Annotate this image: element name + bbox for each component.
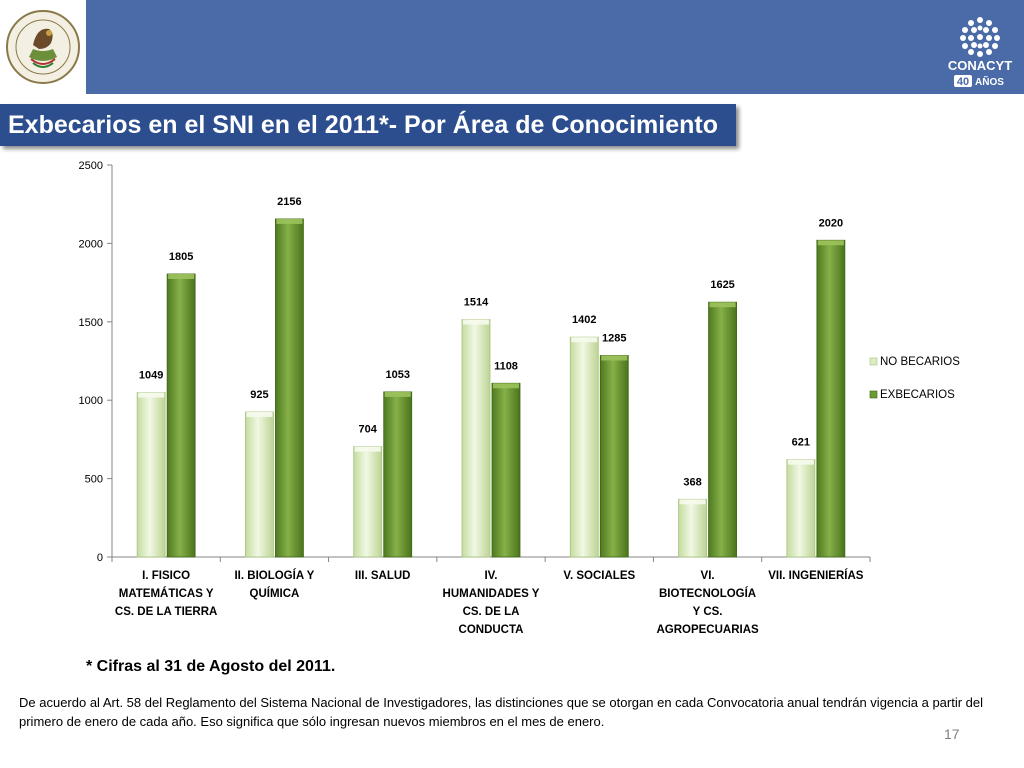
bar-top-cap	[168, 273, 195, 279]
bar-top-cap	[276, 218, 303, 224]
x-tick-label: II. BIOLOGÍA Y QUÍMICA	[234, 569, 314, 600]
bar	[353, 446, 383, 558]
bar-top-cap	[354, 446, 381, 452]
y-tick-label: 500	[85, 474, 103, 486]
page-number: 17	[944, 726, 960, 742]
data-label: 1049	[139, 370, 163, 382]
data-label: 368	[683, 476, 701, 488]
x-tick-label: I. FISICO MATEMÁTICAS Y CS. DE LA TIERRA	[115, 570, 217, 618]
bar	[708, 301, 737, 558]
data-label: 704	[359, 424, 378, 436]
bar	[461, 319, 491, 558]
x-tick-label: VII. INGENIERÍAS	[768, 569, 864, 582]
x-tick-label: VI. BIOTECNOLOGÍA Y CS. AGROPECUARIAS	[656, 570, 759, 636]
bar-top-cap	[601, 355, 628, 361]
data-label: 1625	[710, 279, 734, 291]
bar	[678, 498, 707, 558]
y-tick-label: 0	[97, 552, 103, 564]
x-tick-label: III. SALUD	[355, 570, 411, 582]
bar-top-cap	[384, 391, 411, 397]
y-tick-label: 1500	[79, 317, 103, 329]
conacyt-logo-icon: CONACYT 40 AÑOS	[948, 17, 1012, 88]
data-label: 1805	[169, 251, 193, 263]
title-banner: Exbecarios en el SNI en el 2011*- Por Ár…	[0, 104, 736, 146]
bar	[599, 355, 629, 558]
data-label: 1108	[494, 360, 518, 372]
bar	[569, 336, 599, 558]
page-title: Exbecarios en el SNI en el 2011*- Por Ár…	[8, 111, 718, 139]
bar-top-cap	[571, 337, 598, 343]
y-tick-label: 2500	[79, 160, 103, 172]
bar-top-cap	[817, 240, 844, 246]
bar-top-cap	[787, 459, 814, 465]
x-tick-label: IV. HUMANIDADES Y CS. DE LA CONDUCTA	[443, 570, 540, 636]
bar-top-cap	[463, 319, 489, 325]
logo-anniversary-number: 40	[957, 76, 969, 88]
bar-top-cap	[679, 499, 706, 505]
data-label: 621	[792, 437, 810, 449]
bar	[491, 382, 521, 558]
bar	[136, 392, 166, 558]
bar	[275, 218, 304, 558]
bar	[166, 273, 196, 558]
bar-top-cap	[246, 411, 273, 417]
legend-swatch	[869, 357, 878, 366]
bar	[786, 459, 816, 558]
data-label: 1053	[385, 369, 409, 381]
bar	[383, 391, 413, 558]
logo-anniversary-word: AÑOS	[975, 75, 1004, 88]
bar-chart: 0 500 1000 1500 2000 2500 I. FISICO MATEMÁTICA…	[79, 160, 961, 636]
legend-swatch	[869, 390, 878, 399]
data-label: 1402	[572, 314, 596, 326]
seal-panel	[0, 0, 86, 94]
legend-label: NO BECARIOS	[880, 356, 960, 368]
data-label: 2156	[277, 196, 301, 208]
bar-top-cap	[493, 383, 519, 389]
legend-label: EXBECARIOS	[880, 389, 955, 401]
data-label: 925	[250, 389, 268, 401]
conacyt-logo-label: CONACYT	[948, 58, 1012, 73]
x-tick-label: V. SOCIALES	[563, 570, 635, 582]
footnote: * Cifras al 31 de Agosto del 2011.	[86, 658, 336, 675]
mexican-seal-icon	[6, 10, 80, 84]
y-tick-label: 1000	[79, 395, 103, 407]
bar-top-cap	[709, 302, 736, 308]
data-label: 1514	[464, 297, 489, 309]
bar	[816, 239, 846, 558]
y-tick-label: 2000	[79, 238, 103, 250]
bar	[245, 411, 274, 558]
header-bar: CONACYT 40 AÑOS	[0, 0, 1024, 94]
data-label: 2020	[819, 217, 843, 229]
data-label: 1285	[602, 333, 626, 345]
bar-top-cap	[138, 392, 165, 398]
explanatory-note: De acuerdo al Art. 58 del Reglamento del…	[19, 695, 984, 729]
